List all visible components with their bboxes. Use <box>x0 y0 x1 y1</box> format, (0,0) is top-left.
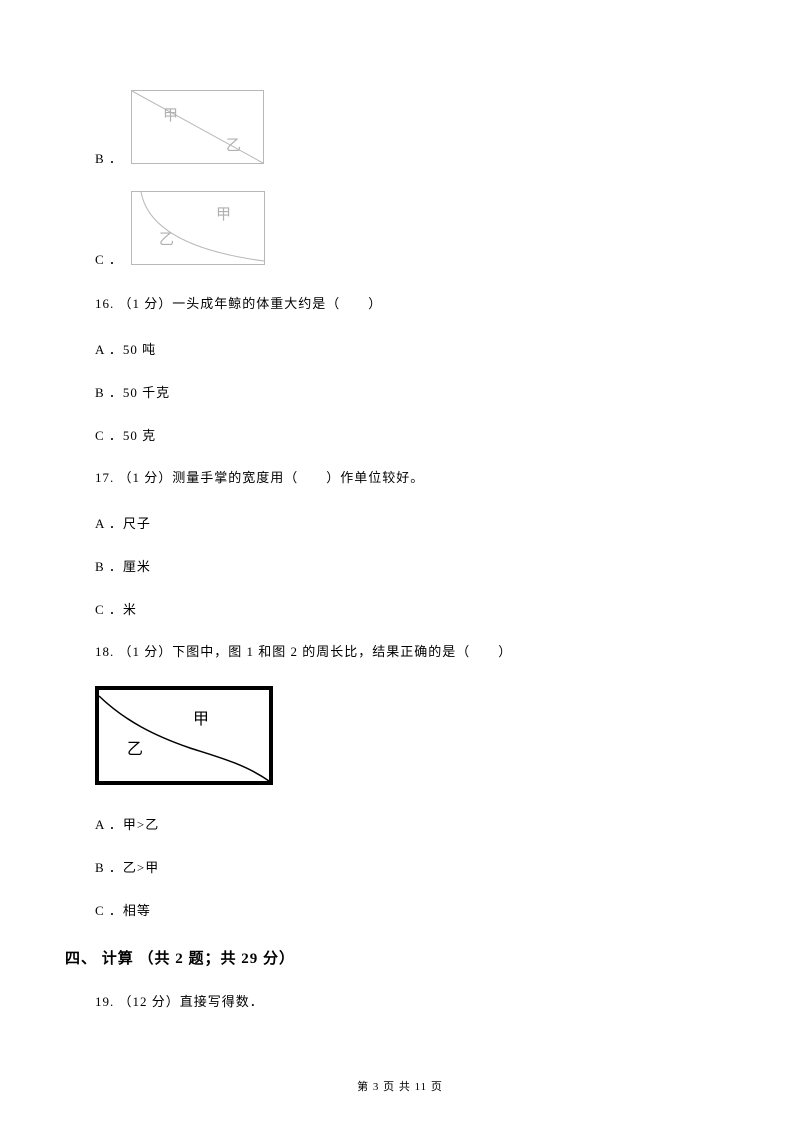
q18-optA: A ．甲>乙 <box>95 814 705 833</box>
diagram-b-yi-label: 乙 <box>226 138 241 154</box>
q18-optB: B ．乙>甲 <box>95 857 705 876</box>
option-c-row: C ． 甲 乙 <box>95 191 705 270</box>
q17-optB: B ．厘米 <box>95 556 705 575</box>
diagram-q18-jia-label: 甲 <box>193 711 209 728</box>
q17-text: 17. （1 分）测量手掌的宽度用（ ）作单位较好。 <box>95 468 705 489</box>
q17-optC: C ．米 <box>95 599 705 618</box>
diagram-b-jia-label: 甲 <box>163 108 178 124</box>
option-b-label: B ． <box>95 148 123 169</box>
q18-text: 18. （1 分）下图中，图 1 和图 2 的周长比，结果正确的是（ ） <box>95 642 705 663</box>
option-c-diagram: 甲 乙 <box>131 191 265 270</box>
q16-optC: C ．50 克 <box>95 425 705 444</box>
q16-optA: A ．50 吨 <box>95 339 705 358</box>
option-c-label: C ． <box>95 249 123 270</box>
q16-text: 16. （1 分）一头成年鲸的体重大约是（ ） <box>95 294 705 315</box>
option-b-row: B ． 甲 乙 <box>95 90 705 169</box>
q18-optC: C ．相等 <box>95 900 705 919</box>
option-b-diagram: 甲 乙 <box>131 90 264 169</box>
diagram-q18-yi-label: 乙 <box>127 741 143 758</box>
q16-optB: B ．50 千克 <box>95 382 705 401</box>
diagram-c-yi-label: 乙 <box>159 232 174 248</box>
page-footer: 第 3 页 共 11 页 <box>0 1078 800 1094</box>
q17-optA: A ．尺子 <box>95 513 705 532</box>
q19-text: 19. （12 分）直接写得数． <box>95 992 705 1013</box>
diagram-c-jia-label: 甲 <box>216 207 231 223</box>
section4-heading: 四、 计算 （共 2 题；共 29 分） <box>65 947 705 968</box>
q18-diagram: 甲 乙 <box>95 686 705 790</box>
